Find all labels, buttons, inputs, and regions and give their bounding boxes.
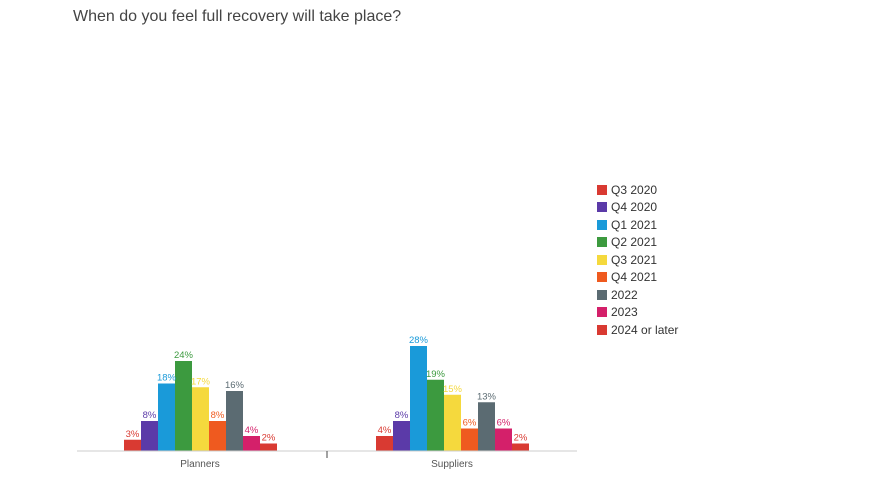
category-label-planners: Planners <box>180 459 219 470</box>
legend: Q3 2020 Q4 2020 Q1 2021 Q2 2021 Q3 2021 Q4 20… <box>597 181 678 339</box>
legend-label: Q3 2021 <box>611 252 658 267</box>
bar-planners-3 <box>175 361 192 451</box>
legend-swatch <box>597 202 607 213</box>
value-label-planners-8: 2% <box>262 433 276 444</box>
bar-suppliers-2 <box>410 346 427 451</box>
legend-swatch <box>597 272 607 283</box>
value-label-suppliers-7: 6% <box>497 418 511 429</box>
value-label-planners-3: 24% <box>174 350 194 361</box>
bar-planners-1 <box>141 421 158 451</box>
legend-item-3: Q2 2021 <box>597 234 678 252</box>
value-label-suppliers-0: 4% <box>378 425 392 436</box>
value-label-planners-0: 3% <box>126 429 140 440</box>
legend-label: 2024 or later <box>611 322 679 337</box>
legend-item-7: 2023 <box>597 304 678 322</box>
value-label-planners-2: 18% <box>157 373 177 384</box>
legend-swatch <box>597 289 607 300</box>
value-label-suppliers-3: 19% <box>426 369 446 380</box>
bar-planners-0 <box>124 439 141 451</box>
value-label-suppliers-2: 28% <box>409 335 429 346</box>
value-label-suppliers-8: 2% <box>514 433 528 444</box>
category-label-suppliers: Suppliers <box>431 459 473 470</box>
legend-swatch <box>597 184 607 195</box>
legend-swatch <box>597 307 607 318</box>
bar-planners-7 <box>243 436 260 451</box>
legend-item-4: Q3 2021 <box>597 251 678 269</box>
bar-planners-8 <box>260 443 277 451</box>
bar-suppliers-5 <box>461 428 478 451</box>
bar-suppliers-8 <box>512 443 529 451</box>
bars-group <box>124 346 529 451</box>
legend-item-0: Q3 2020 <box>597 181 678 199</box>
value-label-planners-6: 16% <box>225 380 245 391</box>
bar-planners-2 <box>158 383 175 451</box>
legend-swatch <box>597 254 607 265</box>
value-label-planners-4: 17% <box>191 376 211 387</box>
chart-title: When do you feel full recovery will take… <box>73 8 402 25</box>
bar-suppliers-7 <box>495 428 512 451</box>
legend-label: Q2 2021 <box>611 235 658 250</box>
legend-label: 2023 <box>611 305 638 320</box>
bar-planners-6 <box>226 391 243 451</box>
legend-label: Q1 2021 <box>611 217 658 232</box>
bar-suppliers-3 <box>427 379 444 451</box>
value-label-suppliers-4: 15% <box>443 384 463 395</box>
value-label-planners-7: 4% <box>245 425 259 436</box>
legend-label: 2022 <box>611 287 638 302</box>
legend-swatch <box>597 237 607 248</box>
value-label-suppliers-6: 13% <box>477 391 497 402</box>
bar-suppliers-1 <box>393 421 410 451</box>
legend-swatch <box>597 219 607 230</box>
legend-label: Q4 2020 <box>611 200 658 215</box>
bar-suppliers-4 <box>444 394 461 451</box>
legend-item-1: Q4 2020 <box>597 199 678 217</box>
legend-item-6: 2022 <box>597 286 678 304</box>
legend-label: Q3 2020 <box>611 182 658 197</box>
legend-item-2: Q1 2021 <box>597 216 678 234</box>
legend-item-8: 2024 or later <box>597 321 678 339</box>
bar-planners-4 <box>192 387 209 451</box>
bar-suppliers-6 <box>478 402 495 451</box>
value-label-planners-5: 8% <box>211 410 225 421</box>
value-label-suppliers-1: 8% <box>395 410 409 421</box>
legend-label: Q4 2021 <box>611 270 658 285</box>
bar-planners-5 <box>209 421 226 451</box>
value-label-planners-1: 8% <box>143 410 157 421</box>
legend-item-5: Q4 2021 <box>597 269 678 287</box>
value-labels-group: 3%8%18%24%17%8%16%4%2%4%8%28%19%15%6%13%… <box>126 335 528 444</box>
bar-suppliers-0 <box>376 436 393 451</box>
legend-swatch <box>597 324 607 335</box>
value-label-suppliers-5: 6% <box>463 418 477 429</box>
